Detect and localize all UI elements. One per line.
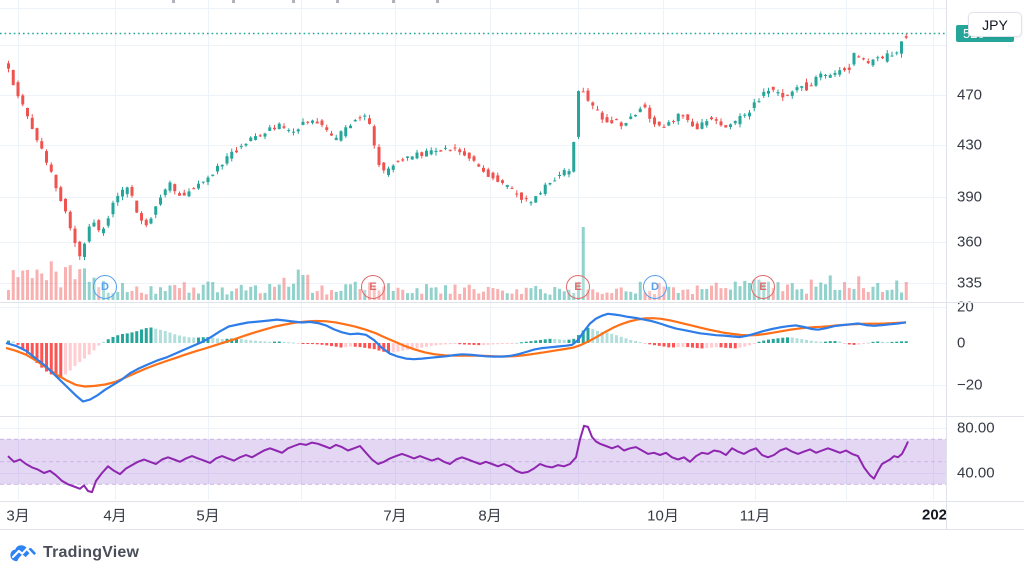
time-axis-label: 5月 <box>196 507 220 525</box>
clipped-legend-fragment <box>172 0 175 3</box>
time-axis-year-label: 202 <box>922 506 946 524</box>
volume-series <box>7 227 908 300</box>
time-axis-label: 3月 <box>6 507 30 525</box>
rsi-line <box>7 424 909 494</box>
time-axis-border <box>0 501 1024 502</box>
price-tick-label: 335 <box>957 274 983 292</box>
price-tick-label: 40.00 <box>957 464 995 482</box>
time-axis-label: 4月 <box>103 507 127 525</box>
earnings-marker[interactable]: E <box>751 275 775 299</box>
macd-lines <box>5 312 907 403</box>
price-tick-label: 390 <box>957 188 983 206</box>
pane-separator-main-macd[interactable] <box>0 302 1024 303</box>
price-tick-label: 430 <box>957 136 983 154</box>
currency-toggle-button[interactable]: JPY <box>968 12 1022 37</box>
price-tick-label: 360 <box>957 233 983 251</box>
chart-bottom-border <box>0 529 1024 530</box>
clipped-legend-fragment <box>232 0 235 3</box>
price-tick-label: 80.00 <box>957 419 995 437</box>
gridlines <box>0 0 946 500</box>
candlestick-series <box>7 33 908 261</box>
dividend-marker[interactable]: D <box>643 275 667 299</box>
clipped-legend-fragment <box>292 0 295 3</box>
pane-separator-macd-rsi[interactable] <box>0 416 1024 417</box>
clipped-legend-fragment <box>336 0 339 3</box>
earnings-marker[interactable]: E <box>361 275 385 299</box>
price-scale[interactable]: 470 430 390 360 335 20 0 −20 80.00 40.00 <box>947 0 1024 529</box>
tradingview-logo-text: TradingView <box>43 544 140 561</box>
time-axis-label: 11月 <box>739 507 771 525</box>
clipped-legend-fragment <box>392 0 395 3</box>
dividend-marker[interactable]: D <box>93 275 117 299</box>
earnings-marker[interactable]: E <box>566 275 590 299</box>
time-axis-label: 10月 <box>647 507 679 525</box>
price-tick-label: 0 <box>957 334 966 352</box>
clipped-legend-fragment <box>436 0 439 3</box>
time-axis-label: 7月 <box>383 507 407 525</box>
time-axis-label: 8月 <box>478 507 502 525</box>
price-tick-label: 470 <box>957 86 983 104</box>
tradingview-logo[interactable]: TradingView <box>10 543 139 563</box>
tradingview-cloud-icon <box>10 544 36 561</box>
time-axis[interactable]: 3月 4月 5月 7月 8月 10月 11月 202 <box>0 501 946 529</box>
price-tick-label: −20 <box>957 376 983 394</box>
price-scale-border <box>946 0 947 529</box>
